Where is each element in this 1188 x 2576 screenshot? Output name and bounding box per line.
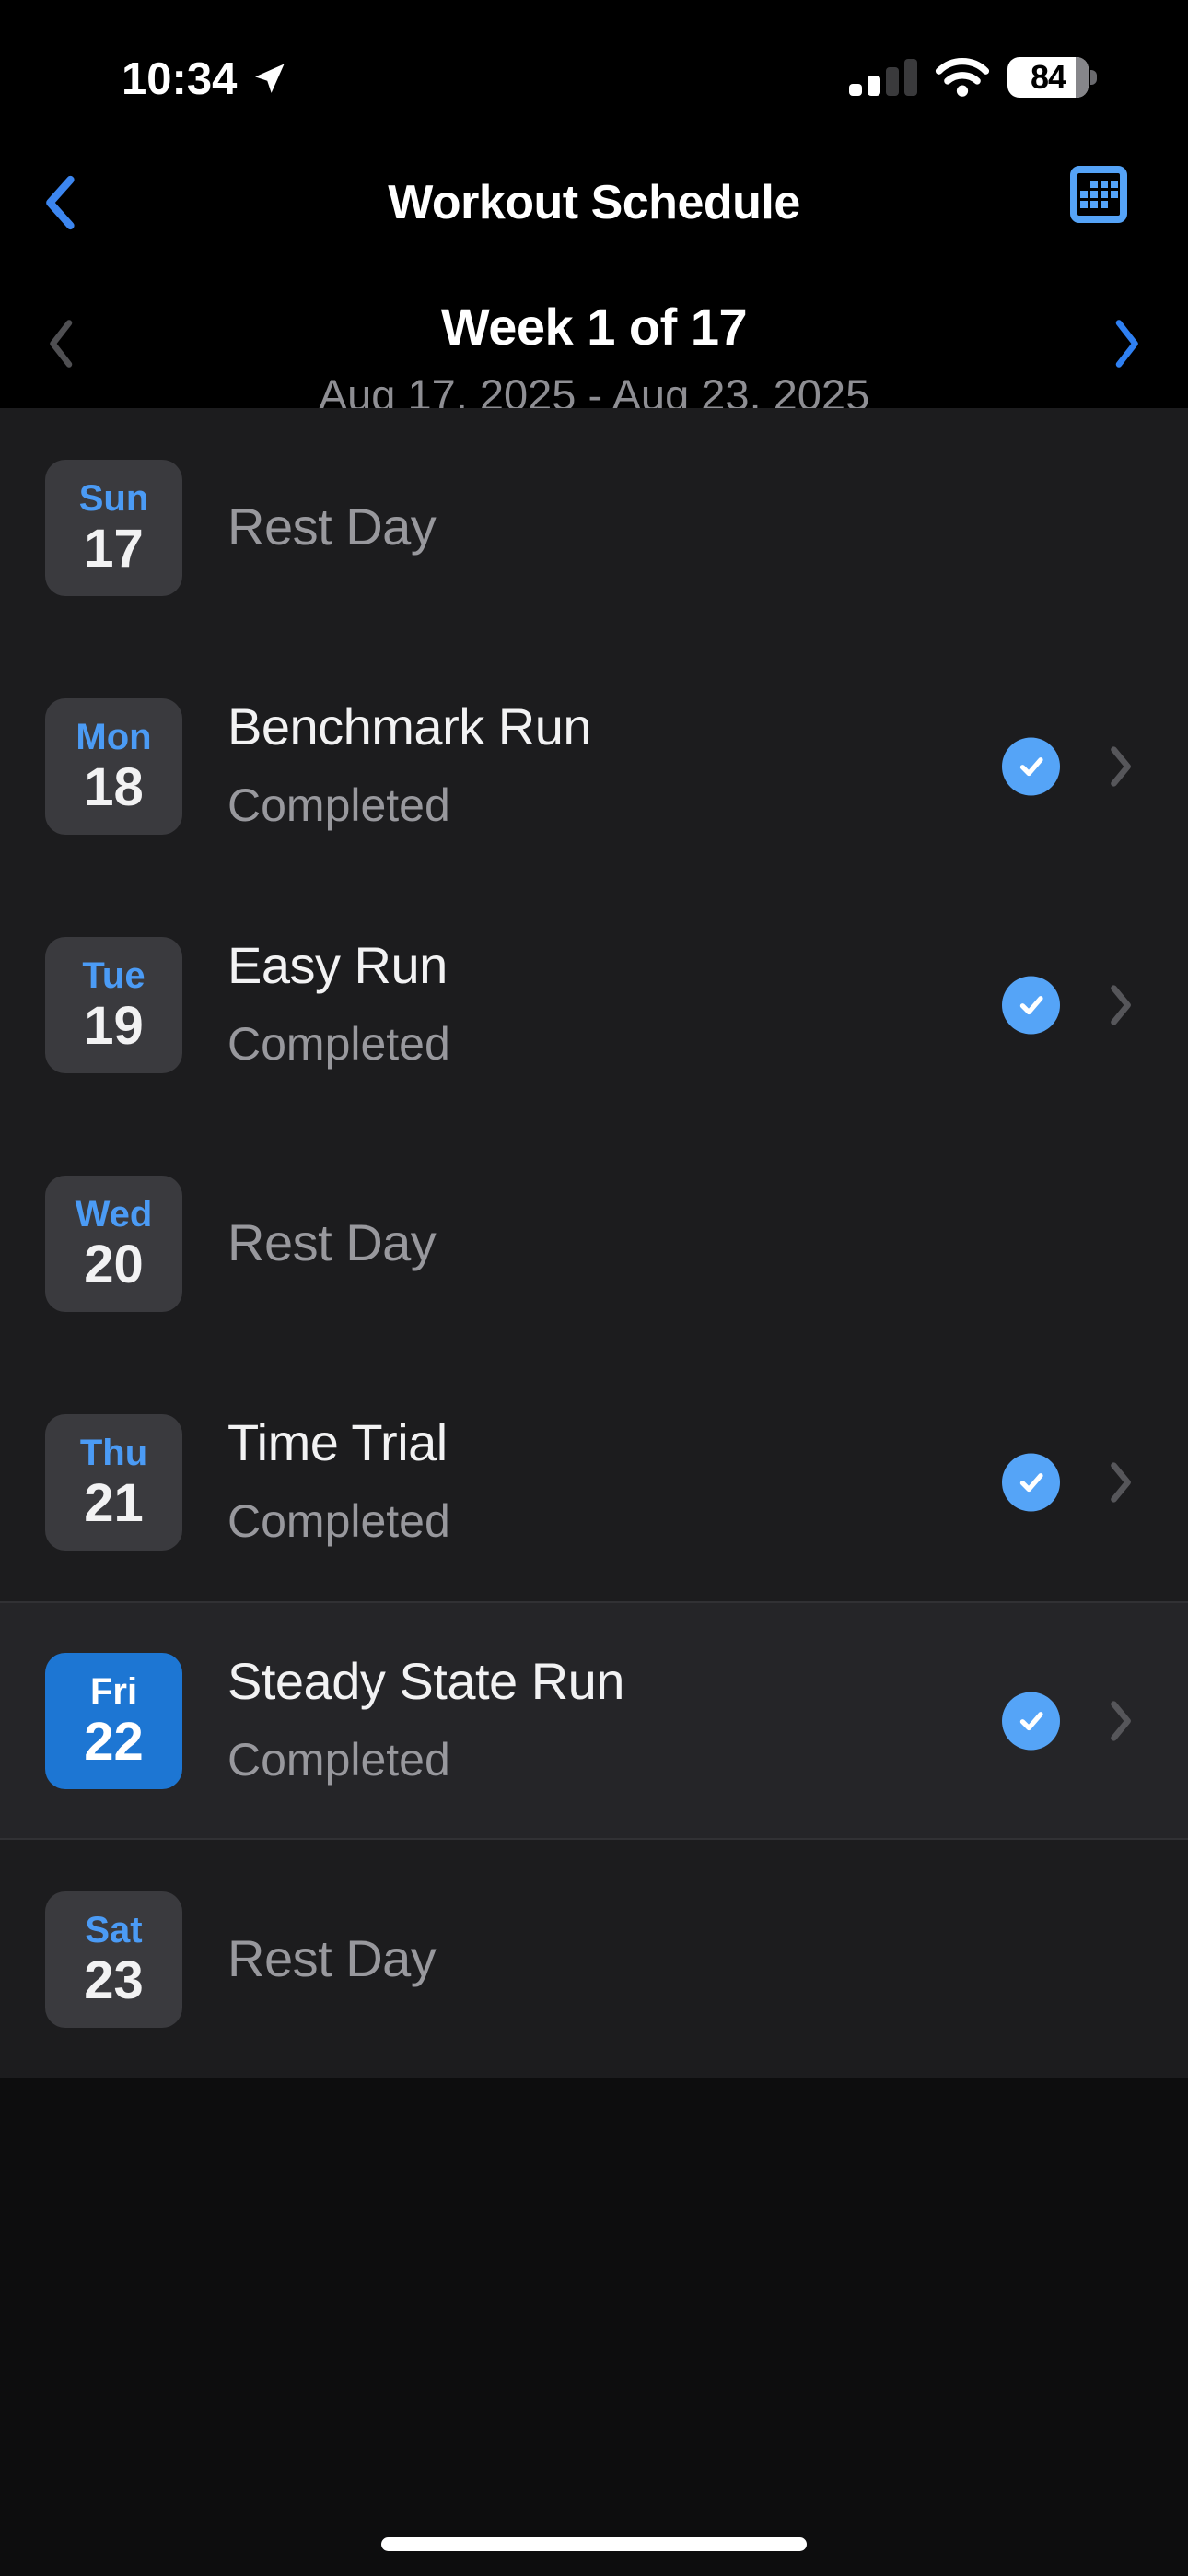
day-row-mon[interactable]: Mon 18 Benchmark Run Completed — [0, 647, 1188, 885]
day-row-sat: Sat 23 Rest Day — [0, 1840, 1188, 2078]
week-pagination-header: Week 1 of 17 Aug 17, 2025 - Aug 23, 2025 — [0, 286, 1188, 419]
workout-status: Completed — [227, 1733, 450, 1786]
day-date-label: 23 — [84, 1950, 144, 2010]
chevron-left-icon — [42, 174, 76, 236]
battery-icon: 84 — [1007, 57, 1097, 98]
day-date-label: 17 — [84, 518, 144, 579]
location-arrow-icon — [250, 60, 288, 99]
day-date-label: 18 — [84, 756, 144, 817]
day-name-label: Wed — [75, 1193, 153, 1235]
day-row-content: Rest Day — [227, 1213, 437, 1272]
cellular-signal-icon — [849, 59, 917, 98]
battery-percent: 84 — [1030, 58, 1066, 96]
workout-status: Completed — [227, 779, 450, 831]
day-badge: Sun 17 — [45, 459, 182, 596]
workout-title: Easy Run — [227, 936, 448, 995]
page-title: Workout Schedule — [388, 176, 800, 229]
day-date-label: 21 — [84, 1472, 144, 1533]
day-row-content: Benchmark Run Completed — [227, 697, 592, 832]
day-row-fri[interactable]: Fri 22 Steady State Run Completed — [0, 1601, 1188, 1840]
workout-title: Rest Day — [227, 1929, 437, 1988]
day-name-label: Tue — [82, 954, 146, 996]
chevron-right-icon — [1114, 318, 1142, 374]
workout-title: Rest Day — [227, 1213, 437, 1272]
day-row-content: Steady State Run Completed — [227, 1652, 624, 1786]
day-badge: Fri 22 — [45, 1652, 182, 1789]
week-title: Week 1 of 17 — [440, 298, 748, 356]
workout-title: Benchmark Run — [227, 697, 592, 756]
day-badge: Wed 20 — [45, 1175, 182, 1312]
day-list: Sun 17 Rest Day Mon 18 Benchmark Run Com… — [0, 408, 1188, 2078]
workout-status: Completed — [227, 1017, 450, 1070]
chevron-right-icon — [1109, 983, 1133, 1027]
status-time: 10:34 — [122, 54, 238, 104]
chevron-left-icon — [46, 318, 74, 374]
day-row-sun: Sun 17 Rest Day — [0, 408, 1188, 647]
home-indicator[interactable] — [381, 2537, 807, 2551]
day-row-content: Rest Day — [227, 1929, 437, 1988]
workout-title: Time Trial — [227, 1413, 448, 1472]
day-badge: Sat 23 — [45, 1891, 182, 2028]
day-row-content: Time Trial Completed — [227, 1413, 450, 1548]
workout-title: Rest Day — [227, 498, 437, 556]
day-name-label: Thu — [79, 1432, 148, 1473]
day-row-content: Rest Day — [227, 498, 437, 556]
day-row-content: Easy Run Completed — [227, 936, 450, 1071]
day-badge: Thu 21 — [45, 1413, 182, 1551]
completed-check-icon — [1002, 1453, 1060, 1511]
nav-bar: Workout Schedule — [0, 129, 1188, 286]
completed-check-icon — [1002, 1692, 1060, 1750]
previous-week-button[interactable] — [28, 304, 92, 387]
status-right-cluster: 84 — [849, 57, 1097, 98]
workout-title: Steady State Run — [227, 1652, 624, 1711]
next-week-button[interactable] — [1096, 304, 1160, 387]
workout-status: Completed — [227, 1494, 450, 1547]
status-bar: 10:34 84 — [0, 0, 1188, 129]
calendar-button[interactable] — [1070, 166, 1131, 227]
day-badge: Tue 19 — [45, 936, 182, 1073]
day-row-thu[interactable]: Thu 21 Time Trial Completed — [0, 1363, 1188, 1601]
wifi-icon — [934, 57, 991, 98]
chevron-right-icon — [1109, 744, 1133, 789]
day-date-label: 22 — [84, 1711, 144, 1772]
day-name-label: Sun — [78, 477, 149, 519]
day-date-label: 20 — [84, 1234, 144, 1294]
day-date-label: 19 — [84, 995, 144, 1056]
day-name-label: Mon — [76, 716, 152, 757]
day-name-label: Fri — [89, 1670, 138, 1712]
day-badge: Mon 18 — [45, 697, 182, 835]
completed-check-icon — [1002, 976, 1060, 1034]
status-left-cluster: 10:34 — [122, 53, 288, 105]
day-name-label: Sat — [85, 1909, 143, 1950]
completed-check-icon — [1002, 737, 1060, 795]
chevron-right-icon — [1109, 1460, 1133, 1505]
day-row-tue[interactable]: Tue 19 Easy Run Completed — [0, 885, 1188, 1124]
back-button[interactable] — [42, 149, 116, 260]
battery-empty-segment — [1076, 57, 1089, 98]
calendar-icon — [1070, 166, 1127, 223]
day-row-wed: Wed 20 Rest Day — [0, 1124, 1188, 1363]
bottom-spacer — [0, 2078, 1188, 2576]
chevron-right-icon — [1109, 1699, 1133, 1743]
